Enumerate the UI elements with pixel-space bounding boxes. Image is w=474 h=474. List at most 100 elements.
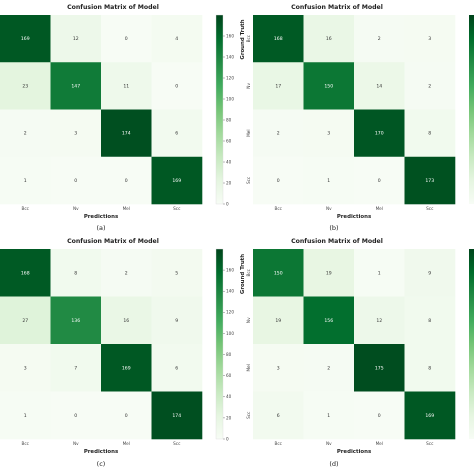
y-tick-label: Scc bbox=[246, 176, 251, 184]
colorbar-tick-label: 40 bbox=[226, 159, 232, 164]
cell-value-label: 23 bbox=[22, 83, 28, 89]
heatmap-cell bbox=[50, 156, 102, 205]
cell-value-label: 0 bbox=[378, 178, 381, 184]
x-tick-label: Bcc bbox=[275, 441, 283, 446]
heatmap-cell bbox=[50, 249, 102, 297]
heatmap-cell bbox=[404, 391, 456, 440]
colorbar bbox=[215, 248, 224, 440]
colorbar-tick-label: 60 bbox=[226, 138, 232, 143]
cell-value-label: 3 bbox=[24, 365, 27, 371]
colorbar-tick-label: 140 bbox=[226, 289, 234, 294]
heatmap-cell bbox=[253, 391, 304, 440]
x-axis-title: Predictions bbox=[84, 449, 118, 455]
x-tick-label: Scc bbox=[426, 441, 434, 446]
colorbar-tick-label: 20 bbox=[226, 180, 232, 185]
cell-value-label: 16 bbox=[123, 318, 129, 324]
cell-value-label: 0 bbox=[125, 413, 128, 419]
heatmap-cell bbox=[0, 344, 51, 392]
x-tick-label: Bcc bbox=[275, 206, 283, 211]
heatmap-cell bbox=[101, 109, 152, 158]
cell-value-label: 1 bbox=[24, 413, 27, 419]
colorbar bbox=[469, 249, 474, 439]
cell-value-label: 12 bbox=[376, 318, 382, 324]
heatmap-cell bbox=[253, 62, 304, 110]
heatmap-cell bbox=[0, 249, 51, 297]
chart-title: Confusion Matrix of Model bbox=[67, 4, 159, 11]
heatmap-cell bbox=[0, 109, 51, 158]
heatmap-cell bbox=[101, 62, 152, 110]
heatmap-cell bbox=[101, 249, 152, 297]
cell-value-label: 8 bbox=[428, 318, 431, 324]
cell-value-label: 3 bbox=[277, 365, 280, 371]
cell-value-label: 0 bbox=[175, 83, 178, 89]
cell-value-label: 150 bbox=[274, 270, 283, 276]
heatmap-cell bbox=[50, 15, 102, 63]
cell-value-label: 8 bbox=[428, 365, 431, 371]
cell-value-label: 27 bbox=[22, 318, 28, 324]
cell-value-label: 0 bbox=[378, 413, 381, 419]
heatmap-cell bbox=[50, 296, 102, 345]
cell-value-label: 19 bbox=[326, 270, 332, 276]
cell-value-label: 8 bbox=[74, 270, 77, 276]
heatmap-cell bbox=[151, 296, 203, 345]
cell-value-label: 169 bbox=[172, 178, 181, 184]
heatmap-cell bbox=[0, 391, 51, 440]
y-axis-title: Ground Truth bbox=[240, 254, 246, 294]
heatmap-cell bbox=[0, 15, 51, 63]
y-tick-label: Bcc bbox=[246, 34, 251, 42]
cell-value-label: 2 bbox=[125, 270, 128, 276]
heatmap-cell bbox=[253, 15, 304, 63]
colorbar-tick-label: 160 bbox=[226, 268, 234, 273]
cell-value-label: 1 bbox=[327, 178, 330, 184]
heatmap-cell bbox=[50, 109, 102, 158]
heatmap-cell bbox=[101, 296, 152, 345]
heatmap-cell bbox=[0, 296, 51, 345]
x-tick-label: Mel bbox=[376, 206, 383, 211]
cell-value-label: 3 bbox=[428, 36, 431, 42]
panel-label: (d) bbox=[329, 460, 338, 468]
heatmap-cell bbox=[303, 109, 355, 158]
cell-value-label: 4 bbox=[175, 36, 178, 42]
cell-value-label: 0 bbox=[74, 178, 77, 184]
x-tick-label: Bcc bbox=[22, 441, 30, 446]
cell-value-label: 9 bbox=[428, 270, 431, 276]
heatmap-cell bbox=[151, 344, 203, 392]
heatmap-cell bbox=[0, 62, 51, 110]
x-axis-title: Predictions bbox=[337, 214, 371, 220]
cell-value-label: 136 bbox=[71, 318, 80, 324]
heatmap-cell bbox=[404, 249, 456, 297]
x-tick-label: Scc bbox=[173, 206, 181, 211]
heatmap-cell bbox=[303, 249, 355, 297]
cell-value-label: 0 bbox=[125, 178, 128, 184]
colorbar-tick-label: 80 bbox=[226, 352, 232, 357]
cell-value-label: 2 bbox=[327, 365, 330, 371]
heatmap-cell bbox=[303, 344, 355, 392]
cell-value-label: 6 bbox=[277, 413, 280, 419]
cell-value-label: 174 bbox=[172, 413, 181, 419]
heatmap-cell bbox=[253, 296, 304, 345]
chart-title: Confusion Matrix of Model bbox=[291, 238, 383, 245]
x-tick-label: Mel bbox=[376, 441, 383, 446]
x-tick-label: Nv bbox=[73, 206, 79, 211]
heatmap-cell bbox=[354, 156, 405, 205]
heatmap-cell bbox=[50, 62, 102, 110]
colorbar bbox=[215, 14, 224, 205]
heatmap-cell bbox=[303, 391, 355, 440]
cell-value-label: 174 bbox=[122, 131, 131, 137]
cell-value-label: 9 bbox=[175, 318, 178, 324]
x-tick-label: Scc bbox=[173, 441, 181, 446]
heatmap-cell bbox=[354, 249, 405, 297]
cell-value-label: 1 bbox=[378, 270, 381, 276]
cell-value-label: 6 bbox=[175, 131, 178, 137]
heatmap-cell bbox=[101, 344, 152, 392]
heatmap-cell bbox=[404, 109, 456, 158]
heatmap-cell bbox=[101, 391, 152, 440]
cell-value-label: 3 bbox=[327, 131, 330, 137]
heatmap-cell bbox=[404, 15, 456, 63]
y-tick-label: Nv bbox=[246, 83, 251, 89]
y-axis-title: Ground Truth bbox=[240, 19, 246, 59]
heatmap-cell bbox=[151, 249, 203, 297]
